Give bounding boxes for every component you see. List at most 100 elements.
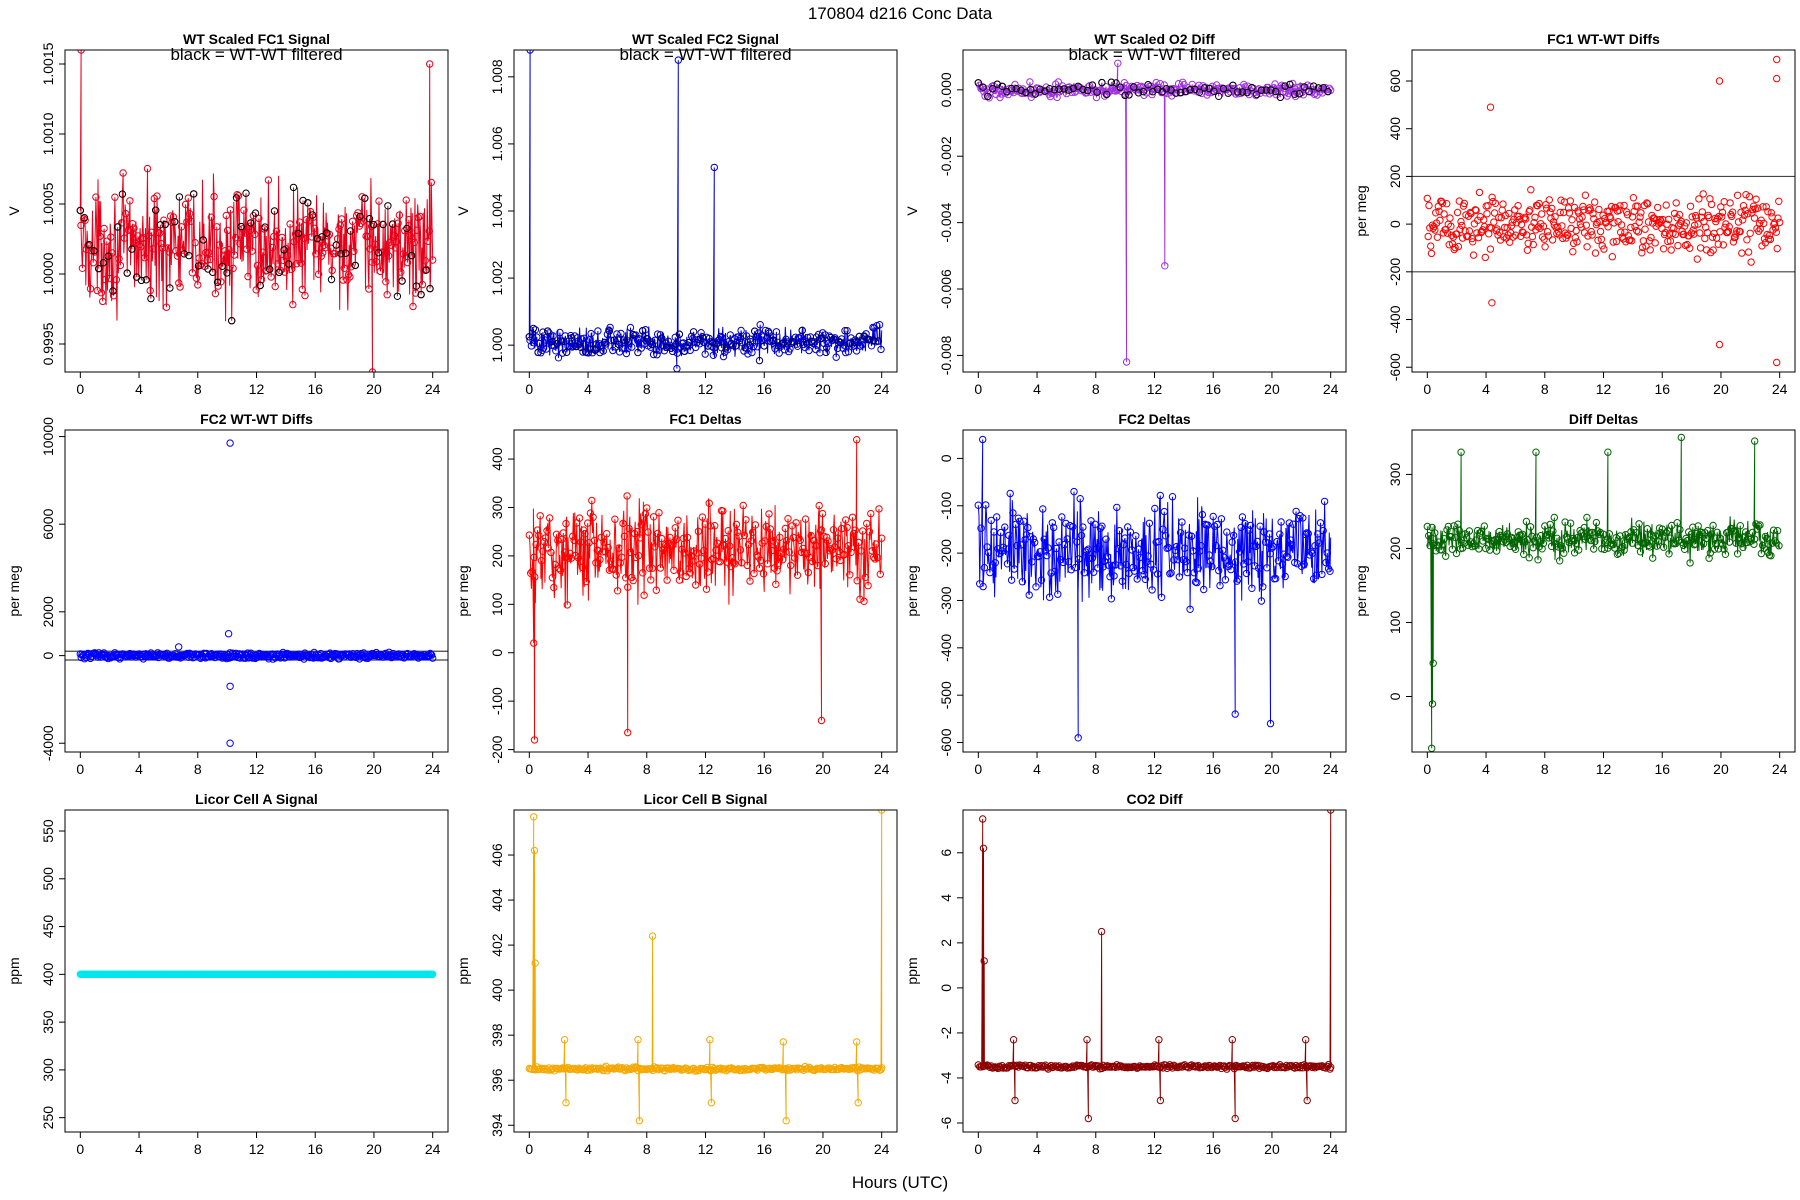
data-point [1491, 199, 1500, 208]
filtered-point [667, 344, 675, 352]
data-point [1651, 239, 1659, 247]
x-tick-label: 8 [194, 381, 202, 397]
y-tick-label: 394 [489, 1113, 505, 1137]
filtered-point [1176, 88, 1185, 97]
data-point [1122, 358, 1131, 366]
data-point [141, 254, 149, 262]
y-tick-label: 2000 [40, 596, 56, 627]
data-point [1653, 542, 1661, 550]
filtered-point [161, 220, 169, 229]
data-point [1171, 546, 1179, 554]
data-point [693, 549, 701, 557]
y-tick-label: -600 [1387, 353, 1403, 381]
data-point [1538, 210, 1546, 218]
data-point [762, 522, 770, 531]
filtered-point [123, 269, 131, 277]
filtered-point [393, 292, 402, 300]
data-point [994, 545, 1002, 553]
filtered-point [1107, 78, 1116, 86]
filtered-point [1272, 87, 1280, 96]
x-tick-label: 0 [974, 381, 982, 397]
x-tick-label: 24 [874, 761, 890, 777]
data-point [1117, 562, 1125, 570]
data-point [639, 569, 647, 577]
data-point [390, 231, 398, 239]
x-tick-label: 24 [1772, 381, 1788, 397]
data-point [1568, 216, 1576, 224]
filtered-point [1088, 81, 1097, 89]
data-point [1765, 231, 1774, 240]
data-point [829, 1065, 838, 1074]
data-point [796, 536, 804, 545]
data-point [1610, 219, 1618, 227]
data-point [1113, 503, 1121, 512]
data-point [596, 556, 604, 564]
data-point [569, 342, 578, 350]
data-point [86, 285, 95, 293]
data-point [185, 209, 194, 218]
x-tick-label: 24 [874, 1141, 890, 1157]
data-point [1754, 522, 1763, 530]
data-point [427, 178, 435, 187]
data-point [570, 536, 578, 544]
data-point [1670, 209, 1679, 218]
data-point [740, 531, 749, 540]
data-point [1299, 514, 1307, 522]
data-point [1631, 222, 1639, 231]
data-point [556, 566, 565, 574]
data-point [1587, 536, 1595, 545]
filtered-point [1291, 90, 1299, 98]
data-point [757, 556, 765, 565]
filtered-point [323, 229, 331, 237]
data-point [1609, 540, 1618, 549]
data-point [531, 959, 539, 967]
data-point [778, 556, 787, 564]
data-point [1009, 1036, 1018, 1044]
data-point [857, 547, 865, 555]
y-tick-label: 500 [40, 867, 56, 891]
data-point [1080, 569, 1088, 577]
panel-title: WT Scaled O2 Diff [1094, 31, 1215, 47]
filtered-point [308, 211, 317, 219]
filtered-point [610, 336, 618, 344]
data-point [1252, 542, 1260, 551]
x-tick-label: 20 [815, 381, 831, 397]
data-point [1028, 90, 1037, 98]
data-point [1464, 232, 1472, 240]
data-point [101, 275, 110, 284]
data-point [700, 547, 708, 555]
data-point [1013, 1061, 1021, 1070]
data-point [244, 272, 252, 281]
y-axis-label: per meg [1353, 185, 1369, 236]
data-point [1020, 517, 1028, 525]
data-point [1694, 220, 1702, 228]
data-point [339, 276, 347, 284]
data-point [755, 564, 764, 572]
data-point [1197, 542, 1205, 550]
data-point [1164, 543, 1173, 552]
y-tick-label: 400 [40, 962, 56, 986]
data-point [1773, 244, 1781, 253]
data-point [1595, 205, 1603, 214]
data-point [837, 524, 846, 533]
data-point [1322, 558, 1330, 567]
data-point [229, 264, 237, 273]
data-point [979, 844, 988, 852]
filtered-point [118, 190, 127, 198]
data-point [259, 248, 267, 256]
data-point [1507, 533, 1516, 542]
data-point [1696, 229, 1704, 237]
data-point [1427, 249, 1436, 258]
data-point [1423, 522, 1432, 531]
data-point [1497, 214, 1506, 222]
data-point [1629, 194, 1638, 202]
data-point [1160, 507, 1169, 516]
data-point [533, 333, 541, 341]
filtered-point [680, 347, 688, 355]
data-point [1110, 572, 1118, 580]
data-point [1542, 201, 1550, 209]
x-tick-label: 24 [1772, 761, 1788, 777]
data-point [751, 521, 760, 529]
data-point [1286, 536, 1295, 544]
